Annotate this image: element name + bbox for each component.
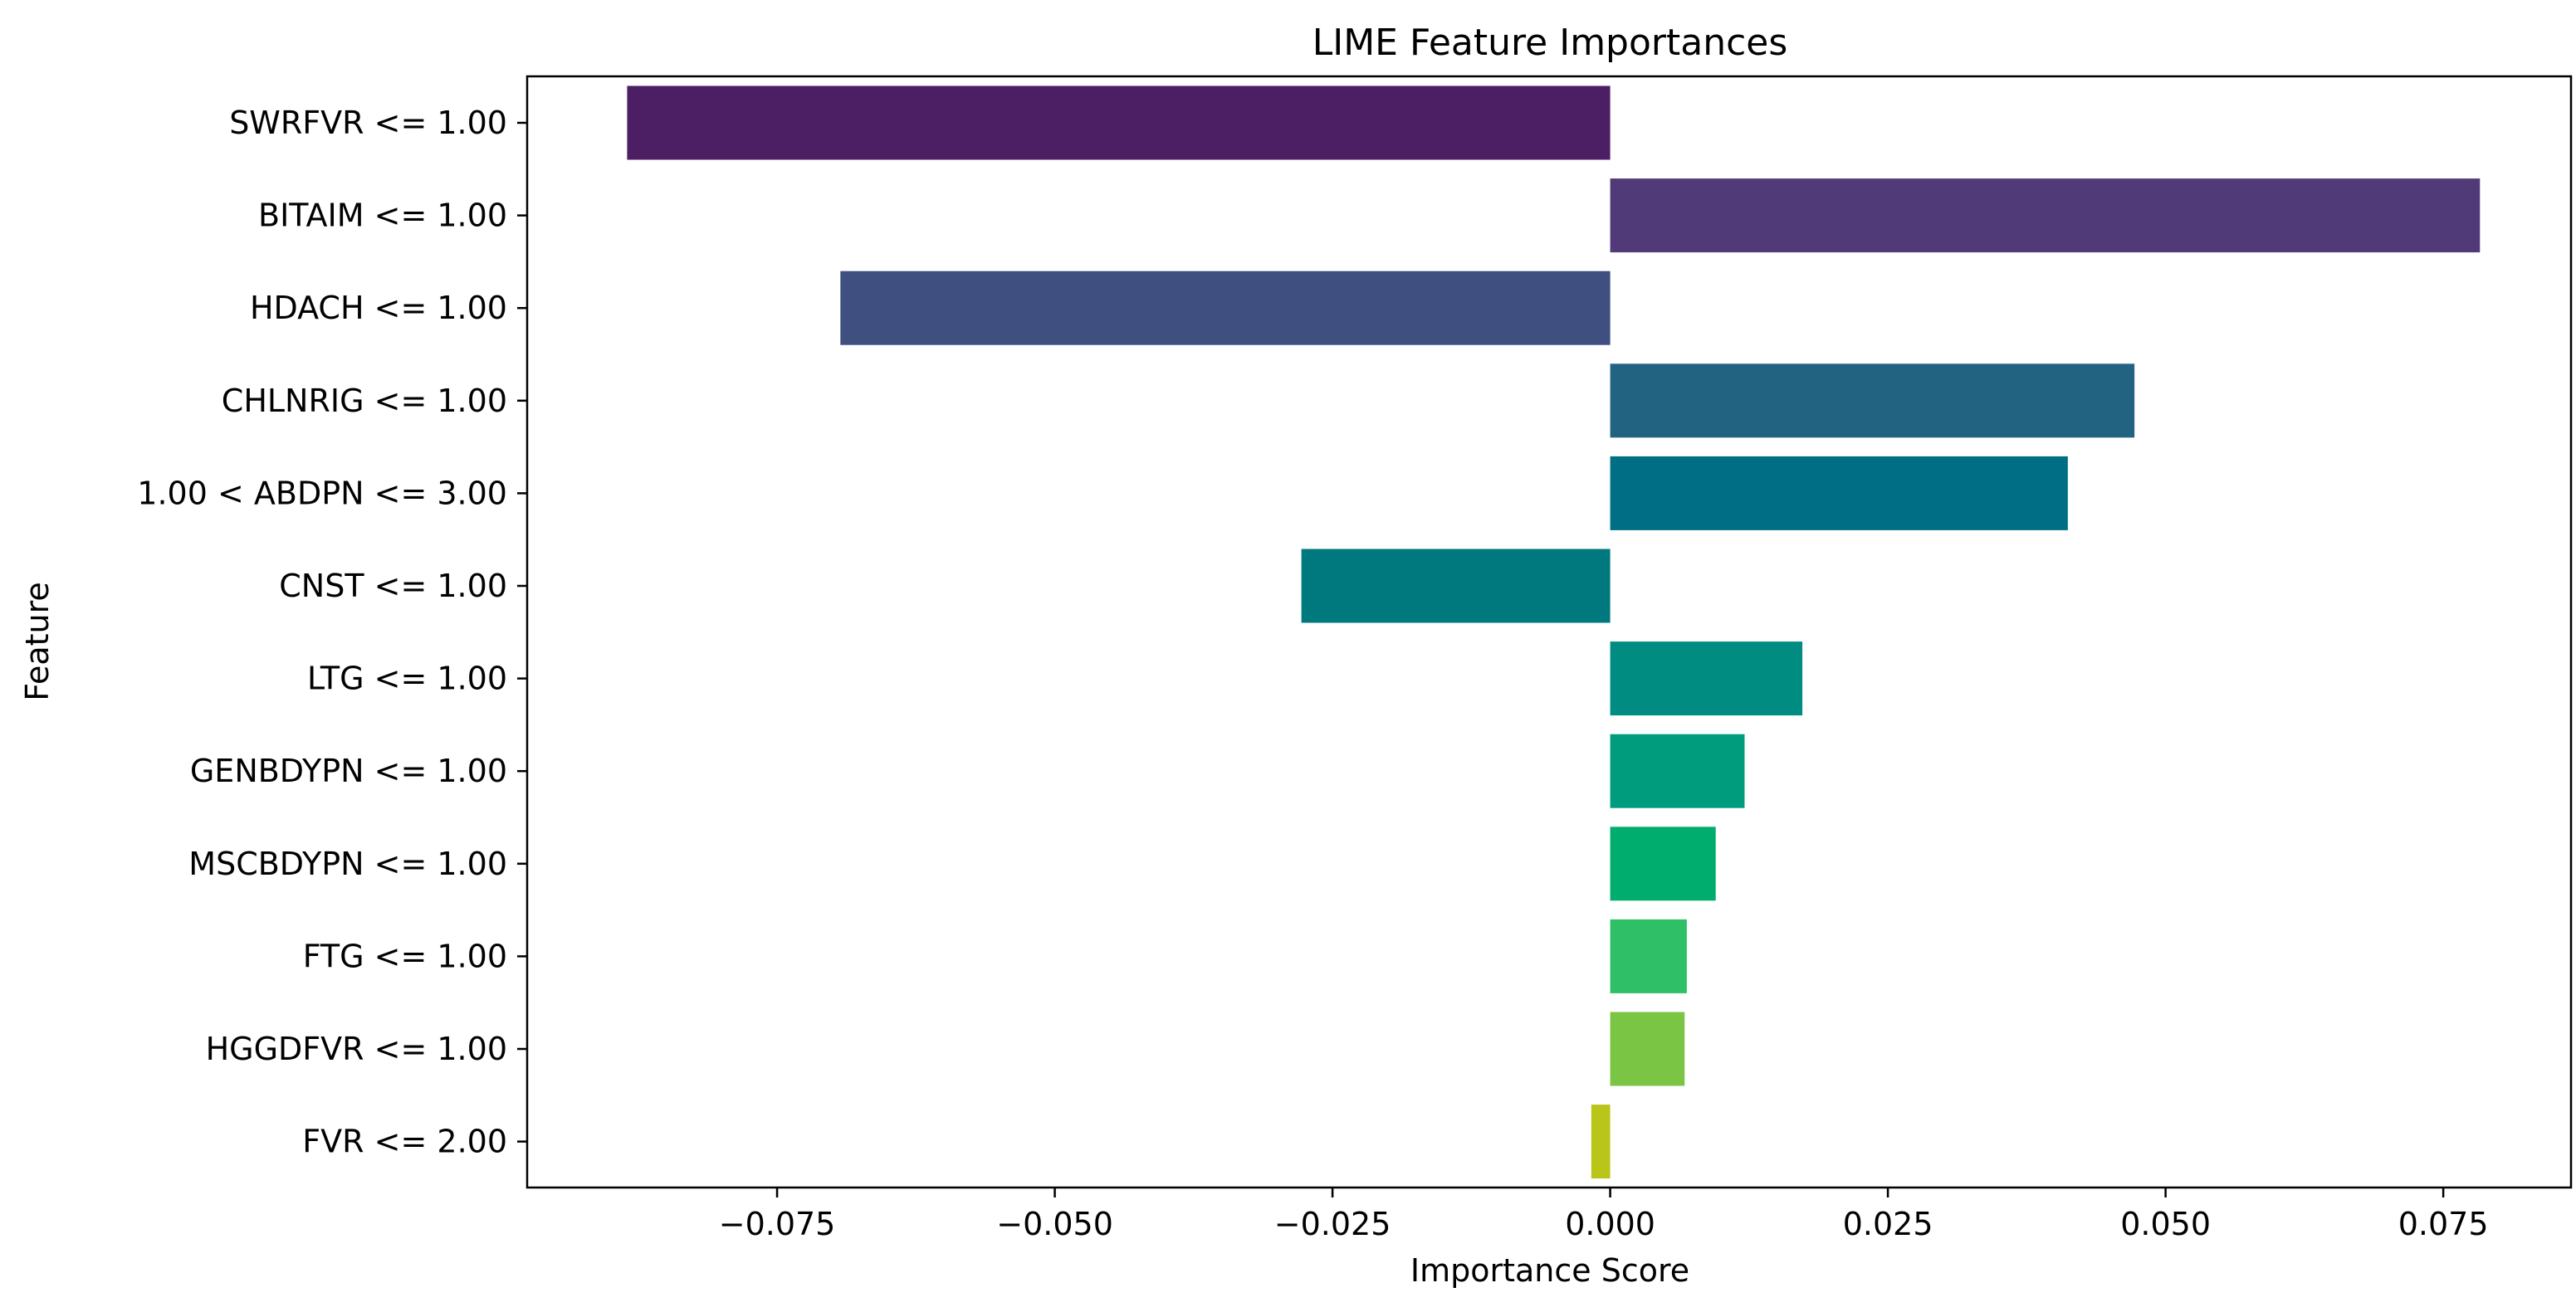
bar xyxy=(1610,178,2481,253)
y-tick-label: HGGDFVR <= 1.00 xyxy=(206,1031,507,1067)
y-tick-label: SWRFVR <= 1.00 xyxy=(229,105,507,141)
y-axis-label: Feature xyxy=(19,582,56,701)
chart-title: LIME Feature Importances xyxy=(1312,22,1788,64)
x-tick-label: 0.050 xyxy=(2120,1206,2211,1242)
bar xyxy=(627,85,1611,160)
bar xyxy=(1610,1012,1685,1086)
y-tick-label: MSCBDYPN <= 1.00 xyxy=(188,846,507,882)
y-tick-label: HDACH <= 1.00 xyxy=(250,290,507,326)
bar xyxy=(1591,1105,1611,1179)
y-tick-label: CHLNRIG <= 1.00 xyxy=(222,383,507,419)
bar xyxy=(1610,827,1716,901)
bar xyxy=(840,271,1611,345)
y-tick-label: BITAIM <= 1.00 xyxy=(258,198,507,234)
bar xyxy=(1301,549,1611,623)
x-tick-label: −0.050 xyxy=(996,1206,1113,1242)
bars-group xyxy=(627,85,2481,1179)
y-tick-labels: SWRFVR <= 1.00 BITAIM <= 1.00 HDACH <= 1.0… xyxy=(137,105,527,1160)
x-tick-label: −0.075 xyxy=(719,1206,836,1242)
bar xyxy=(1610,363,2135,438)
y-tick-label: LTG <= 1.00 xyxy=(307,661,507,697)
plot-frame xyxy=(525,75,2573,1189)
x-tick-label: 0.075 xyxy=(2398,1206,2489,1242)
y-tick-label: FVR <= 2.00 xyxy=(302,1124,507,1160)
y-tick-label: GENBDYPN <= 1.00 xyxy=(190,753,507,789)
x-ticks: −0.075 −0.050 −0.025 0.000 0.025 0.050 0.075 xyxy=(719,1188,2489,1242)
bar xyxy=(1610,456,2068,530)
bar xyxy=(1610,734,1745,808)
x-tick-label: 0.025 xyxy=(1843,1206,1933,1242)
x-tick-label: 0.000 xyxy=(1565,1206,1655,1242)
y-tick-label: FTG <= 1.00 xyxy=(303,938,507,974)
bar xyxy=(1610,919,1687,993)
x-tick-label: −0.025 xyxy=(1274,1206,1391,1242)
y-tick-label: CNST <= 1.00 xyxy=(279,568,507,604)
y-tick-label: 1.00 < ABDPN <= 3.00 xyxy=(137,475,507,511)
bar xyxy=(1610,641,1803,716)
x-axis-label: Importance Score xyxy=(1410,1252,1689,1289)
